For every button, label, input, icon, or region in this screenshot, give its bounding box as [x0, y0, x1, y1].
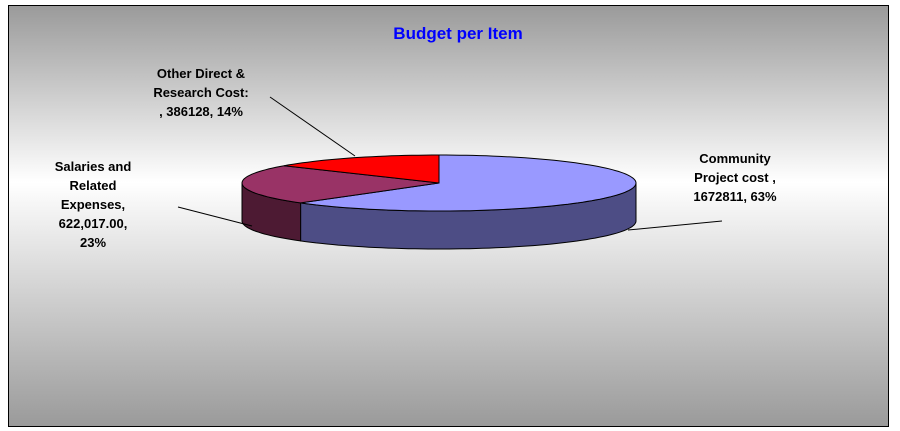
data-label-line: 1672811, 63% — [693, 189, 777, 204]
data-label-line: 622,017.00, — [59, 216, 128, 231]
leader-line — [627, 220, 723, 231]
data-label: Other Direct & Research Cost: , 386128, 14… — [153, 66, 248, 119]
data-label-line: Other Direct & — [157, 66, 245, 81]
data-label-line: Research Cost: — [153, 85, 248, 100]
data-label: Community Project cost , 1672811, 63% — [693, 151, 777, 204]
slice — [300, 154, 637, 212]
data-label-line: Related — [70, 178, 117, 193]
chart-title: Budget per Item — [393, 24, 522, 43]
data-label-line: Community — [699, 151, 771, 166]
slice — [284, 154, 440, 184]
data-label-line: Project cost , — [694, 170, 776, 185]
pie — [241, 154, 637, 250]
leader-line — [177, 206, 253, 227]
leader-line — [269, 96, 356, 157]
data-label-line: Salaries and — [55, 159, 132, 174]
data-label: Salaries and Related Expenses, 622,017.00, 2… — [55, 159, 132, 250]
labels: Community Project cost , 1672811, 63% Salar… — [55, 66, 777, 250]
slice — [241, 165, 440, 204]
data-label-line: 23% — [80, 235, 106, 250]
data-label-line: , 386128, 14% — [159, 104, 243, 119]
data-label-line: Expenses, — [61, 197, 125, 212]
